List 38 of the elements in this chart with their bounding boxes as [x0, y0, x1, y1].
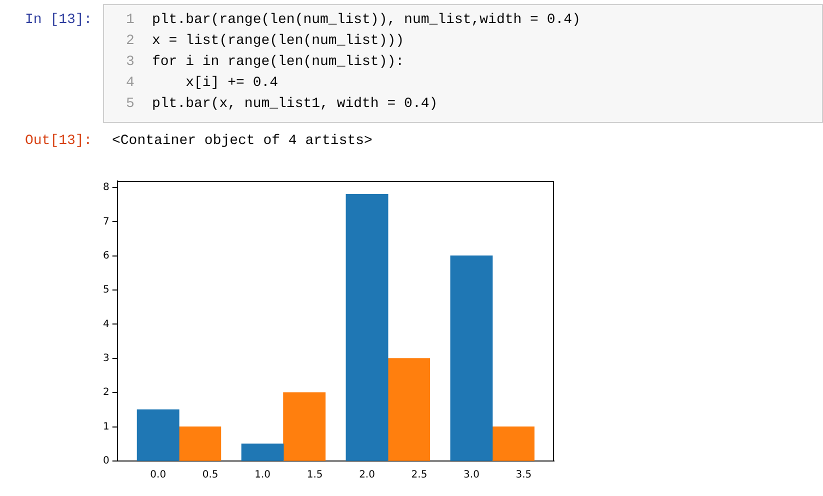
bar — [450, 256, 493, 461]
text: <Container object of 4 artists> — [112, 132, 372, 151]
text: 3 — [126, 53, 134, 72]
y-tick-label: 2 — [102, 387, 110, 398]
bar — [283, 392, 326, 461]
y-tick-label: 8 — [102, 182, 110, 194]
text: 5 — [126, 95, 134, 114]
y-tick-label: 4 — [102, 318, 110, 330]
bar — [241, 444, 284, 461]
x-tick-label: 3.0 — [464, 470, 480, 481]
y-tick-label: 0 — [102, 456, 110, 467]
x-tick-label: 1.0 — [254, 470, 271, 481]
text: 4 — [126, 74, 134, 93]
bar — [178, 426, 222, 461]
bar — [136, 409, 180, 461]
y-tick-label: 6 — [102, 250, 110, 262]
x-tick-label: 3.5 — [516, 470, 532, 481]
text: x = list(range(len(num_list))) — [152, 32, 404, 51]
x-tick-label: 0.5 — [202, 470, 218, 481]
text: plt.bar(range(len(num_list)), num_list,width = 0.4) — [152, 11, 580, 30]
text: x[i] += 0.4 — [184, 74, 278, 93]
text: Out[13]: — [25, 132, 92, 151]
x-tick-label: 2.0 — [359, 470, 375, 481]
x-tick-label: 0.0 — [150, 470, 166, 481]
x-tick-label: 2.5 — [411, 470, 428, 481]
bar — [388, 358, 430, 461]
bar — [492, 426, 534, 461]
x-tick-label: 1.5 — [306, 470, 323, 481]
text: 2 — [126, 32, 134, 51]
text: plt.bar(x, num_list1, width = 0.4) — [152, 95, 438, 114]
y-tick-label: 5 — [102, 284, 110, 296]
text: for i in range(len(num_list)): — [152, 53, 404, 72]
bar — [346, 194, 388, 461]
y-tick-label: 7 — [102, 216, 110, 228]
y-tick-label: 1 — [102, 421, 110, 432]
y-tick-label: 3 — [102, 353, 110, 364]
text: 1 — [126, 11, 134, 30]
text: In [13]: — [25, 11, 92, 30]
